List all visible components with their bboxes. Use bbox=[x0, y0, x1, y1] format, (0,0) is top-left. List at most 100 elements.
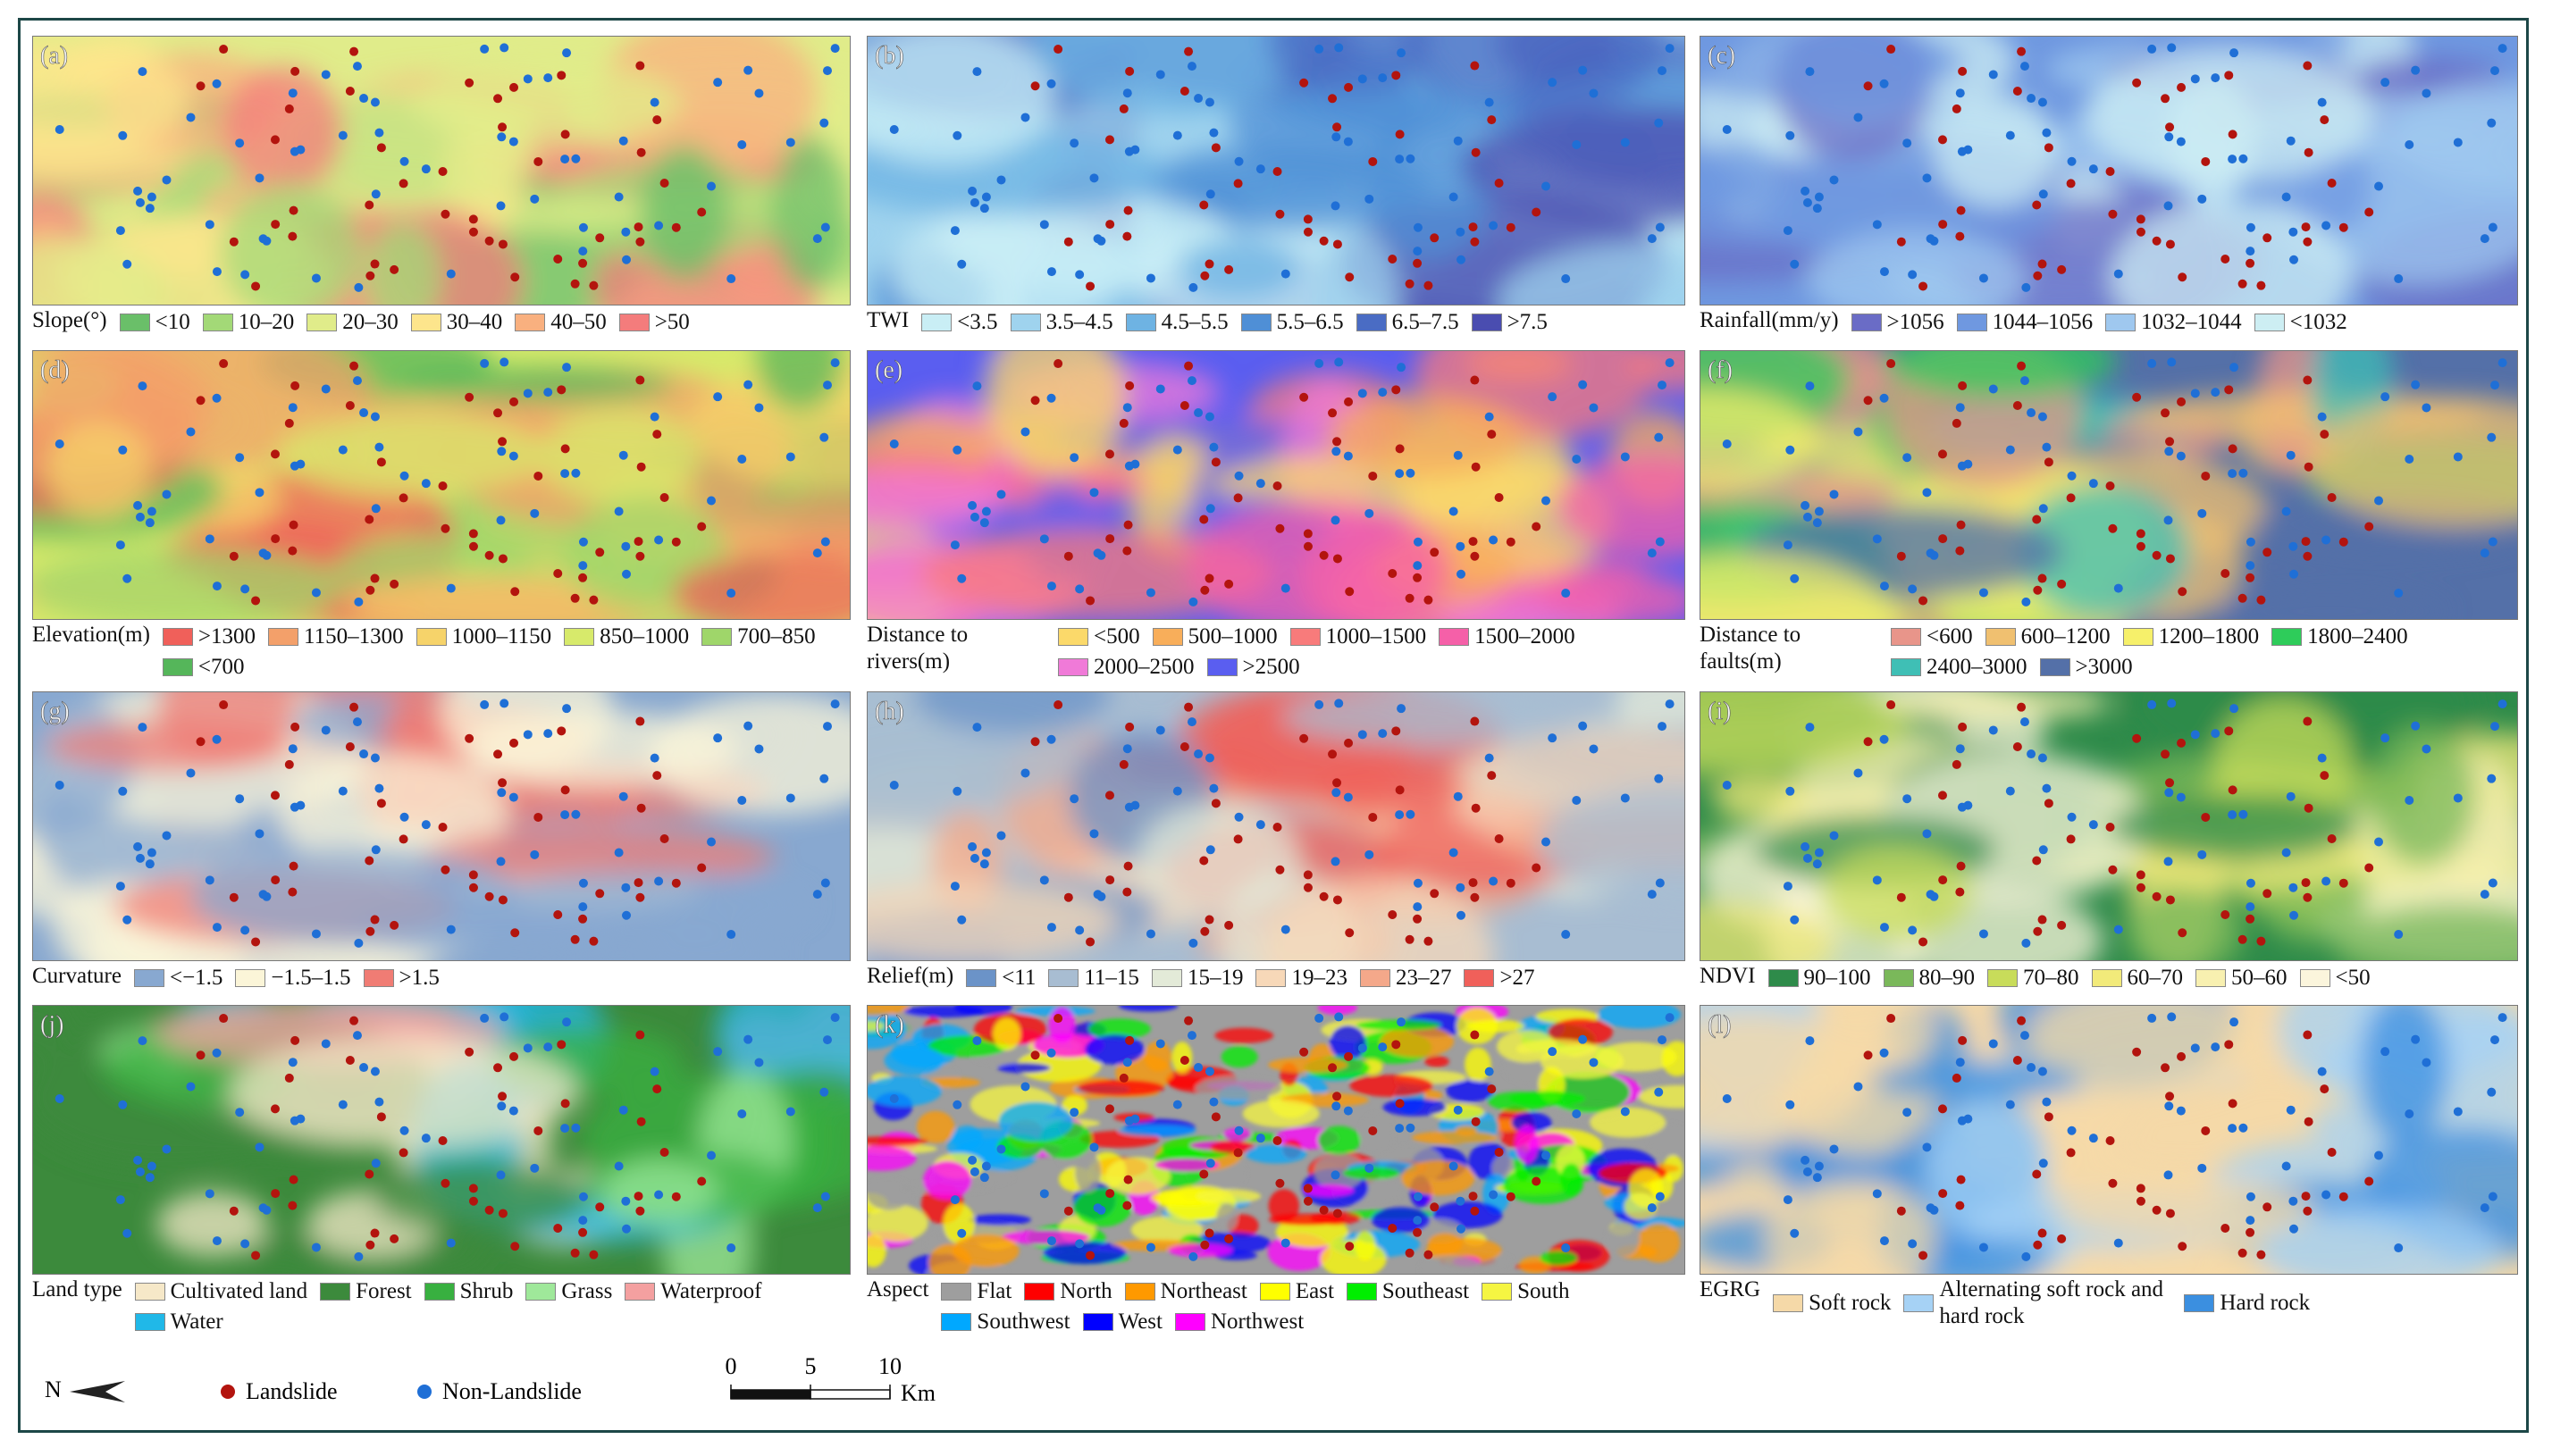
landslide-point bbox=[196, 1050, 206, 1060]
landslide-point bbox=[2246, 1227, 2255, 1237]
non-landslide-point bbox=[2480, 890, 2489, 900]
non-landslide-point bbox=[122, 915, 132, 925]
non-landslide-point bbox=[1378, 73, 1388, 83]
landslide-point bbox=[1119, 759, 1129, 769]
non-landslide-point bbox=[1205, 753, 1214, 763]
legend-item: <3.5 bbox=[921, 307, 998, 338]
legend-label: Forest bbox=[356, 1279, 412, 1303]
non-landslide-point bbox=[2321, 221, 2331, 230]
legend-item: 1000–1150 bbox=[416, 622, 551, 652]
landslide-point bbox=[1468, 878, 1478, 888]
landslide-point bbox=[2152, 891, 2162, 901]
landslide-point bbox=[2338, 1192, 2348, 1201]
non-landslide-point bbox=[1364, 1163, 1374, 1173]
landslide-point bbox=[1423, 936, 1433, 946]
landslide-point bbox=[2224, 726, 2234, 736]
non-landslide-point bbox=[290, 802, 299, 812]
legend-item: Flat bbox=[941, 1276, 1012, 1307]
landslide-point bbox=[1863, 81, 1873, 91]
non-landslide-point bbox=[2374, 837, 2384, 847]
landslide-point bbox=[1122, 546, 1132, 556]
legend-item: 15–19 bbox=[1151, 963, 1243, 993]
landslide-point bbox=[484, 236, 494, 246]
map-patch bbox=[1085, 1034, 1145, 1065]
non-landslide-point bbox=[1957, 1116, 1967, 1125]
landslide-point bbox=[1123, 861, 1133, 871]
non-landslide-point bbox=[1093, 890, 1103, 900]
non-landslide-point bbox=[1280, 1238, 1290, 1248]
legend-title: Land type bbox=[32, 1277, 122, 1301]
legend-swatch bbox=[941, 1283, 972, 1301]
non-landslide-point bbox=[996, 831, 1006, 841]
non-landslide-point bbox=[1955, 88, 1965, 98]
legend-items: <500 500–1000 1000–1500 1500–2000 2000–2500 >… bbox=[1058, 622, 1685, 682]
legend-items: >1056 1044–1056 1032–1044 <1032 bbox=[1851, 307, 2360, 338]
landslide-point bbox=[1937, 135, 1947, 145]
map-patch bbox=[1268, 37, 1431, 100]
non-landslide-point bbox=[621, 541, 631, 551]
non-landslide-point bbox=[820, 222, 830, 232]
landslide-point bbox=[376, 457, 386, 467]
landslide-point bbox=[1368, 471, 1378, 481]
map-patch bbox=[1062, 1095, 1087, 1116]
landslide-point bbox=[1063, 1206, 1073, 1216]
landslide-point bbox=[365, 585, 375, 595]
legend-item: 1150–1300 bbox=[268, 622, 404, 652]
landslide-point bbox=[1122, 231, 1132, 241]
non-landslide-point bbox=[737, 795, 747, 805]
non-landslide-point bbox=[1790, 1228, 1800, 1238]
landslide-point bbox=[1332, 895, 1342, 905]
landslide-point bbox=[1275, 209, 1285, 219]
map-texture bbox=[868, 1006, 1684, 1274]
map-patch bbox=[1304, 1184, 1355, 1197]
legend-item: 700–850 bbox=[701, 622, 816, 652]
legend-item: 23–27 bbox=[1359, 963, 1451, 993]
legend-item: Northeast bbox=[1124, 1276, 1247, 1307]
non-landslide-point bbox=[1620, 1107, 1630, 1117]
non-landslide-point bbox=[497, 1101, 507, 1111]
non-landslide-point bbox=[480, 358, 490, 368]
non-landslide-point bbox=[1978, 1243, 1988, 1252]
non-landslide-point bbox=[2289, 910, 2299, 920]
non-landslide-point bbox=[2453, 1107, 2463, 1117]
non-landslide-point bbox=[2480, 1203, 2489, 1213]
non-landslide-point bbox=[115, 226, 125, 236]
non-landslide-point bbox=[1484, 1067, 1494, 1076]
non-landslide-point bbox=[212, 582, 222, 591]
non-landslide-point bbox=[1205, 1067, 1214, 1076]
non-landslide-point bbox=[822, 722, 832, 732]
landslide-point bbox=[1405, 279, 1415, 289]
legend-items: <3.5 3.5–4.5 4.5–5.5 5.5–6.5 6.5–7.5 >7.5 bbox=[921, 307, 1560, 338]
landslide-point bbox=[1423, 595, 1433, 605]
landslide-point bbox=[2303, 716, 2313, 726]
non-landslide-point bbox=[1046, 267, 1056, 277]
landslide-point bbox=[2303, 551, 2313, 561]
non-landslide-point bbox=[970, 1167, 979, 1176]
legend-label: <600 bbox=[1927, 624, 1973, 649]
non-landslide-point bbox=[1908, 1239, 1918, 1249]
non-landslide-point bbox=[145, 859, 155, 869]
legend-label: 1500–2000 bbox=[1474, 624, 1575, 649]
non-landslide-point bbox=[1589, 403, 1599, 413]
legend-label: <10 bbox=[155, 310, 190, 334]
non-landslide-point bbox=[2088, 479, 2098, 489]
legend-item: Shrub bbox=[424, 1276, 513, 1307]
map-patch bbox=[1540, 1251, 1578, 1266]
landslide-point bbox=[671, 878, 681, 888]
non-landslide-point bbox=[2228, 469, 2237, 479]
map-patch bbox=[1196, 1189, 1262, 1204]
map-patch bbox=[998, 1101, 1074, 1142]
non-landslide-point bbox=[338, 445, 348, 455]
non-landslide-point bbox=[1448, 1161, 1458, 1171]
map-patch bbox=[868, 1075, 943, 1107]
landslide-point bbox=[1328, 94, 1338, 104]
legend-label: −1.5–1.5 bbox=[271, 966, 351, 990]
map-patch bbox=[984, 351, 1127, 474]
map-panel: (f) Distance to faults(m) <600 600–1200 1200… bbox=[1700, 350, 2518, 682]
legend-swatch bbox=[2299, 969, 2330, 987]
legend-swatch bbox=[235, 969, 266, 987]
non-landslide-point bbox=[2286, 791, 2296, 801]
non-landslide-point bbox=[1872, 875, 1882, 885]
map-patch bbox=[640, 144, 729, 281]
non-landslide-point bbox=[138, 723, 147, 732]
